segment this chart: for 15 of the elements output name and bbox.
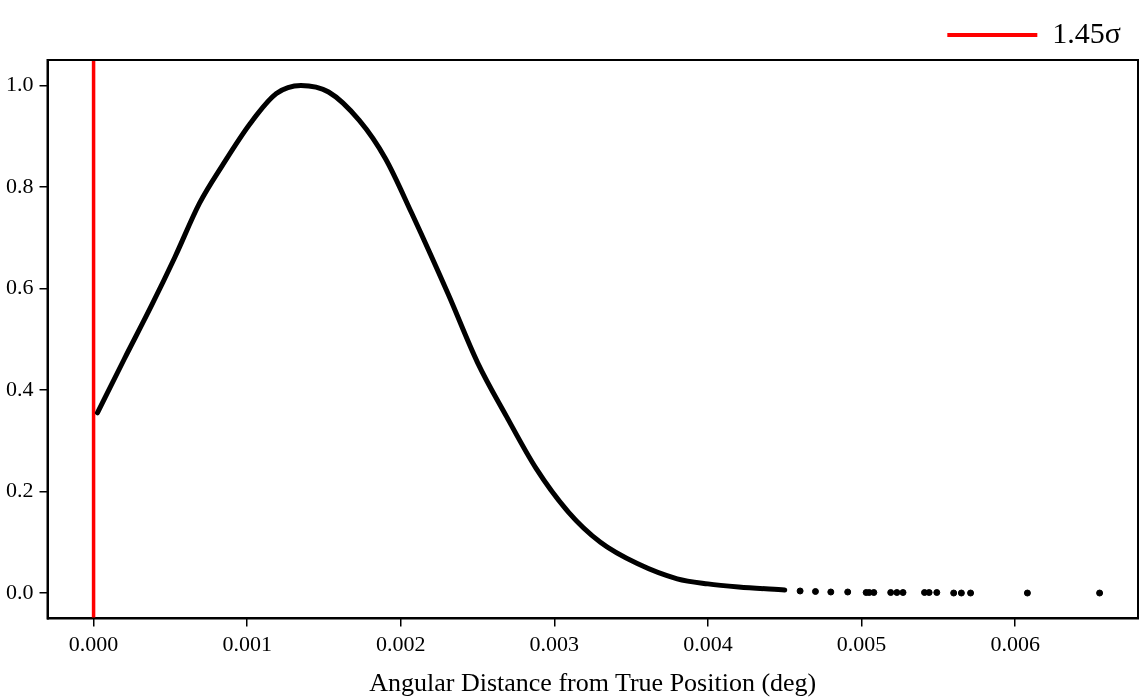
legend-label: 1.45σ bbox=[1052, 15, 1121, 49]
y-tick-label: 0.6 bbox=[6, 274, 34, 300]
y-tick-label: 0.2 bbox=[6, 477, 34, 503]
x-tick-label: 0.003 bbox=[529, 631, 580, 657]
x-tick-label: 0.000 bbox=[68, 631, 119, 657]
y-tick-label: 0.0 bbox=[6, 578, 34, 604]
y-tick-label: 1.0 bbox=[6, 71, 34, 97]
x-tick-label: 0.004 bbox=[683, 631, 733, 657]
y-tick-label: 0.8 bbox=[6, 172, 34, 198]
x-tick-label: 0.006 bbox=[990, 631, 1040, 657]
x-axis-title: Angular Distance from True Position (deg) bbox=[369, 668, 817, 698]
y-tick-label: 0.4 bbox=[6, 375, 34, 401]
x-tick-label: 0.002 bbox=[376, 631, 426, 657]
x-tick-label: 0.005 bbox=[836, 631, 887, 657]
x-tick-label: 0.001 bbox=[222, 631, 272, 657]
